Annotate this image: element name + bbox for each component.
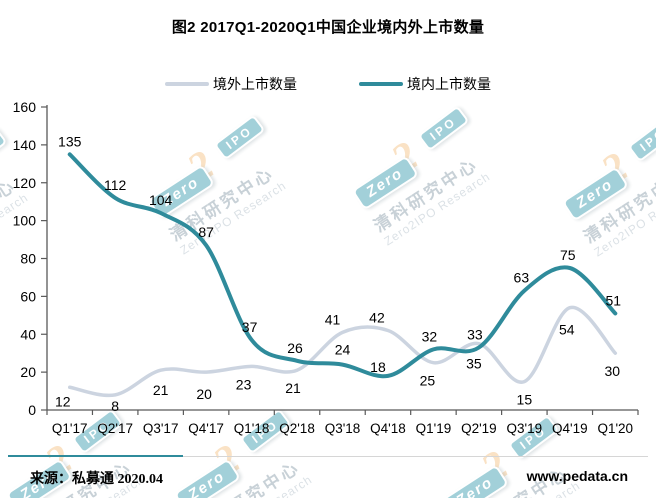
legend-label-overseas: 境外上市数量 <box>213 78 297 93</box>
data-label-overseas: 12 <box>55 393 71 409</box>
data-label-overseas: 25 <box>420 373 436 389</box>
y-axis-label: 80 <box>20 251 36 267</box>
data-label-overseas: 15 <box>517 392 533 408</box>
x-axis-label: Q3'17 <box>143 421 179 436</box>
legend-label-domestic: 境内上市数量 <box>407 78 491 93</box>
page-title: 图2 2017Q1-2020Q1中国企业境内外上市数量 <box>171 19 485 36</box>
data-label-domestic: 104 <box>149 192 173 208</box>
data-label-domestic: 33 <box>467 327 483 343</box>
y-axis-label: 60 <box>20 288 36 304</box>
y-axis-label: 0 <box>28 402 36 418</box>
data-label-overseas: 42 <box>369 309 385 325</box>
data-label-domestic: 26 <box>287 340 303 356</box>
data-label-overseas: 21 <box>153 382 169 398</box>
x-axis-label: Q4'17 <box>188 421 224 436</box>
x-axis-label: Q4'18 <box>370 421 406 436</box>
data-label-overseas: 20 <box>196 386 212 402</box>
data-label-domestic: 18 <box>370 359 386 375</box>
y-axis-label: 120 <box>13 175 37 191</box>
data-label-domestic: 135 <box>58 133 82 149</box>
legend-item-overseas: 境外上市数量 <box>165 74 297 94</box>
data-label-domestic: 51 <box>605 292 621 308</box>
y-axis-label: 40 <box>20 326 36 342</box>
y-axis-label: 20 <box>20 364 36 380</box>
legend-item-domestic: 境内上市数量 <box>359 74 491 94</box>
data-label-overseas: 30 <box>604 363 620 379</box>
x-axis-label: Q2'19 <box>461 421 497 436</box>
website-text: www.pedata.cn <box>526 468 628 484</box>
data-label-overseas: 8 <box>111 398 119 414</box>
data-label-domestic: 75 <box>560 247 576 263</box>
footer-divider-gray <box>183 456 648 457</box>
x-axis-label: Q2'18 <box>279 421 315 436</box>
footer-divider <box>8 455 648 457</box>
x-axis-label: Q3'18 <box>325 421 361 436</box>
data-label-domestic: 63 <box>514 270 530 286</box>
y-axis-label: 160 <box>13 99 37 115</box>
x-axis-label: Q1'19 <box>416 421 452 436</box>
domestic-line-swatch <box>359 82 403 86</box>
x-axis-label: Q1'17 <box>52 421 88 436</box>
y-axis-label: 140 <box>13 137 37 153</box>
data-label-domestic: 37 <box>242 319 258 335</box>
overseas-line-swatch <box>165 82 209 86</box>
data-label-overseas: 41 <box>325 311 341 327</box>
x-axis-label: Q4'19 <box>552 421 588 436</box>
x-axis-label: Q3'19 <box>507 421 543 436</box>
series-line-overseas <box>67 305 618 398</box>
footer-divider-teal <box>8 455 183 457</box>
data-label-domestic: 32 <box>422 328 438 344</box>
legend: 境外上市数量 境内上市数量 <box>0 74 656 94</box>
data-label-overseas: 35 <box>466 356 482 372</box>
data-label-overseas: 54 <box>559 322 575 338</box>
series-line-domestic <box>67 152 618 379</box>
data-label-domestic: 112 <box>104 177 127 193</box>
data-label-domestic: 87 <box>198 224 214 240</box>
data-label-overseas: 23 <box>236 376 252 392</box>
source-text: 来源：私募通 2020.04 <box>30 472 163 487</box>
data-label-overseas: 21 <box>285 380 301 396</box>
x-axis-label: Q1'20 <box>597 421 633 436</box>
x-axis-label: Q1'18 <box>234 421 270 436</box>
x-axis-label: Q2'17 <box>97 421 133 436</box>
data-label-domestic: 24 <box>335 342 351 358</box>
y-axis-label: 100 <box>13 213 37 229</box>
